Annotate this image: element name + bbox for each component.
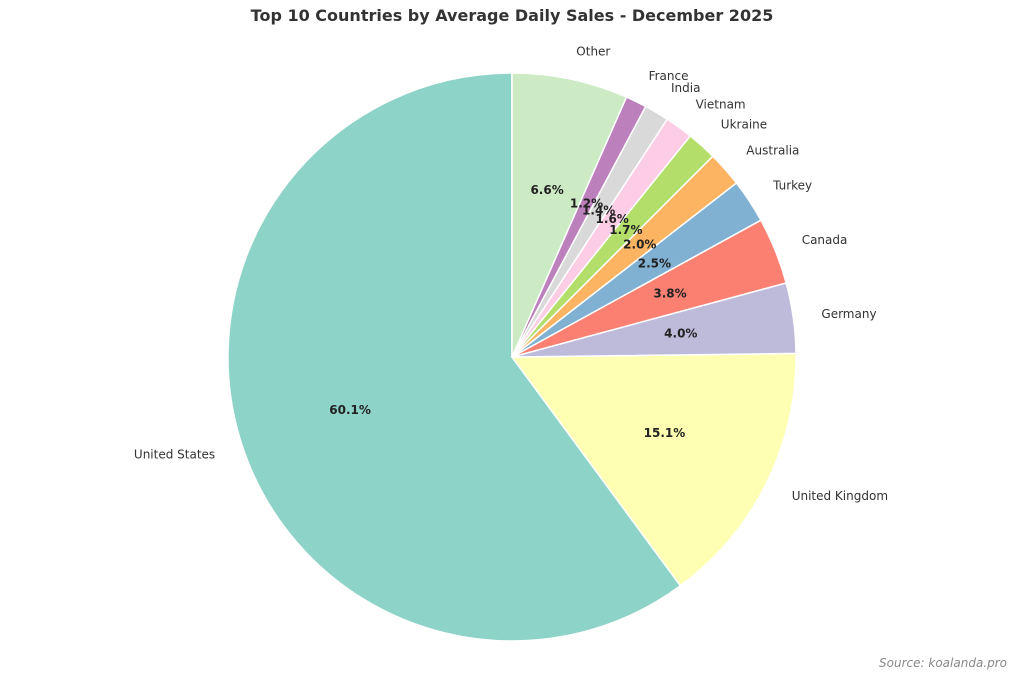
slice-united-kingdom — [510, 352, 797, 587]
percent-label-vietnam: 1.6% — [596, 212, 629, 226]
category-label-united-states: United States — [134, 448, 215, 462]
category-label-france: France — [649, 69, 689, 83]
category-label-australia: Australia — [746, 143, 799, 157]
percent-label-united-kingdom: 15.1% — [644, 426, 686, 440]
percent-labels: 60.1% 15.1% 4.0% 3.8% 2.5% 2.0%1.7%1.6%1.4%1.… — [329, 183, 697, 440]
slice-other — [511, 72, 628, 358]
percent-label-canada: 3.8% — [653, 286, 686, 300]
pie-slices — [227, 72, 797, 642]
category-label-germany: Germany — [821, 307, 876, 321]
category-label-vietnam: Vietnam — [696, 97, 746, 111]
percent-label-united-states: 60.1% — [329, 403, 371, 417]
percent-label-france: 1.2% — [570, 197, 603, 211]
percent-label-germany: 4.0% — [664, 327, 697, 341]
category-label-other: Other — [576, 44, 610, 58]
percent-label-turkey: 2.5% — [638, 256, 671, 270]
category-label-united-kingdom: United Kingdom — [792, 489, 888, 503]
percent-label-india: 1.4% — [582, 203, 615, 217]
chart-title: Top 10 Countries by Average Daily Sales … — [251, 6, 774, 25]
percent-label-australia: 2.0% — [623, 237, 656, 251]
category-label-turkey: Turkey — [772, 179, 812, 193]
slice-united-states — [227, 72, 682, 642]
category-label-india: India — [671, 81, 700, 95]
category-labels: United States United Kingdom Germany Canada… — [134, 44, 888, 503]
category-label-canada: Canada — [802, 233, 848, 247]
percent-label-ukraine: 1.7% — [609, 223, 642, 237]
percent-label-other: 6.6% — [530, 183, 563, 197]
category-label-ukraine: Ukraine — [721, 118, 767, 132]
source-note: Source: koalanda.pro — [879, 656, 1007, 670]
